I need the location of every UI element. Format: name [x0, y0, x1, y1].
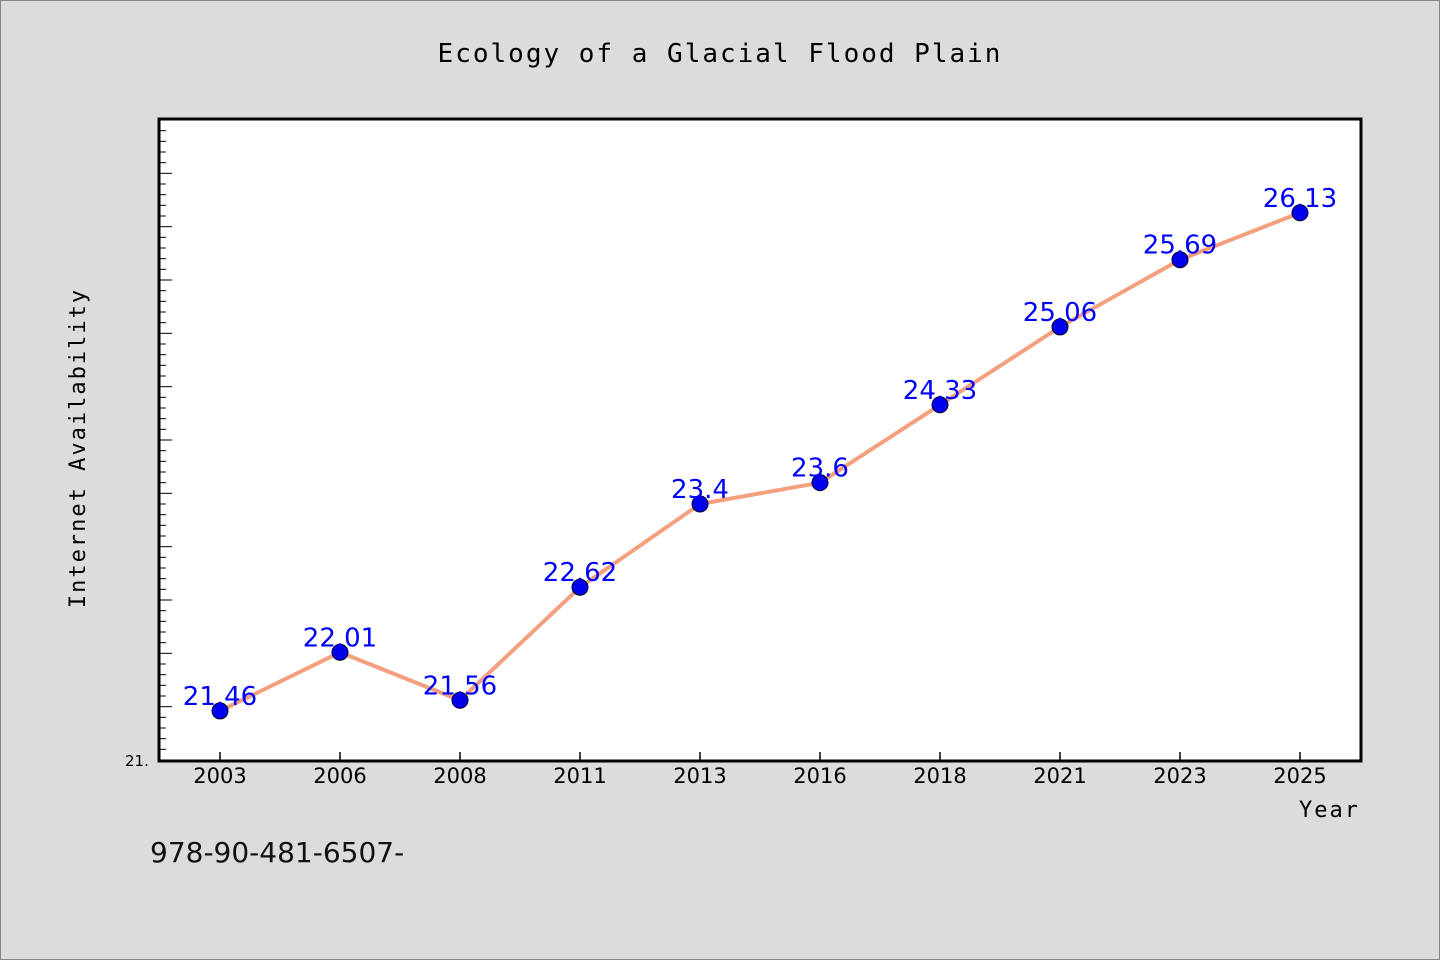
x-tick-label: 2013 [673, 764, 726, 788]
x-tick-label: 2018 [913, 764, 966, 788]
y-axis-min-label: 21. [125, 752, 149, 770]
data-point [1291, 204, 1309, 222]
data-label: 24.33 [903, 376, 977, 406]
x-tick-label: 2006 [313, 764, 366, 788]
data-point [1051, 318, 1069, 336]
x-axis-label: Year [1299, 798, 1360, 823]
data-point [931, 396, 949, 414]
data-point [211, 702, 229, 720]
footer-code: 978-90-481-6507- [150, 836, 404, 869]
data-label: 26.13 [1263, 184, 1337, 214]
data-point [451, 691, 469, 709]
data-label: 21.56 [423, 671, 497, 701]
series-line [218, 210, 1302, 713]
x-tick-label: 2023 [1153, 764, 1206, 788]
data-label: 22.62 [543, 558, 617, 588]
data-point [1171, 251, 1189, 269]
data-label: 23.4 [671, 475, 729, 505]
data-label: 21.46 [183, 682, 257, 712]
y-axis-label: Internet Availability [66, 288, 91, 608]
data-label: 23.6 [791, 454, 849, 484]
series-group: 21.46 22.01 21.56 22.62 23.4 23.6 24.33 25.06 25… [183, 184, 1337, 720]
x-tick-label: 2011 [553, 764, 606, 788]
plot-area [157, 117, 1363, 763]
x-tick-label: 2016 [793, 764, 846, 788]
data-point [691, 495, 709, 513]
x-tick-label: 2008 [433, 764, 486, 788]
data-point [811, 474, 829, 492]
data-label: 22.01 [303, 623, 377, 653]
y-axis-ticks [160, 130, 172, 750]
x-tick-label: 2021 [1033, 764, 1086, 788]
chart-title: Ecology of a Glacial Flood Plain [438, 39, 1003, 69]
x-axis-ticks [219, 752, 1301, 760]
data-label: 25.06 [1023, 298, 1097, 328]
x-tick-label: 2025 [1273, 764, 1326, 788]
data-point [331, 643, 349, 661]
x-tick-label: 2003 [193, 764, 246, 788]
x-axis-tick-labels: 2003 2006 2008 2011 2013 2016 2018 2021 2023 2025 [193, 764, 1326, 788]
data-point [571, 578, 589, 596]
data-label: 25.69 [1143, 231, 1217, 261]
